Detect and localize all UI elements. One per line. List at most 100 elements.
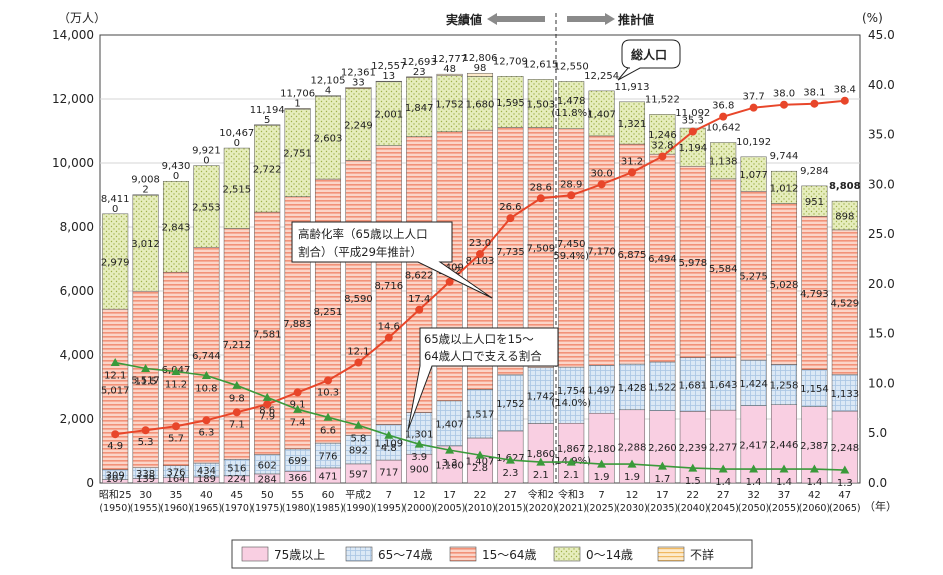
phase-actual-label: 実績値 [446,12,482,27]
aging-rate-value-label: 38.1 [803,88,825,99]
bar-segment-15-64 [375,145,402,425]
segment-value-label: 1,138 [709,157,738,168]
support-ratio-point [718,464,728,473]
segment-value-label: 98 [474,63,487,74]
bar-segment-65-74 [314,442,342,469]
total-value-label: 10,467 [219,128,254,139]
bar-segment-75plus [527,423,554,484]
total-value-label: 12,557 [371,61,406,72]
x-tick-year: (2020) [525,503,557,514]
aging-rate-value-label: 10.3 [317,387,339,398]
segment-value-label: 2,239 [678,443,707,454]
x-axis-unit: （年） [864,499,897,513]
x-tick-year: (1975) [251,503,283,514]
segment-value-label: 597 [349,469,368,480]
support-ratio-point [171,366,181,375]
segment-value-label: 776 [318,452,337,463]
legend: 75歳以上 65～74歳 15～64歳 0～14歳 不詳 [231,539,753,569]
total-value-label: 9,744 [770,151,799,162]
support-ratio-value-label: 1.9 [594,472,610,483]
aging-rate-value-label: 5.3 [138,437,154,448]
bar-segment-0-14 [558,81,585,129]
support-ratio-point [384,430,394,439]
aging-rate-point [324,376,332,385]
aging-rate-point [384,333,393,342]
segment-value-label: 4 [325,86,331,97]
total-value-label: 12,693 [402,57,437,68]
aging-rate-value-label: 23.0 [469,238,491,249]
x-tick-year: (2010) [464,503,496,514]
bar-segment-0-14 [345,88,372,161]
segment-value-label: 951 [805,197,824,208]
bar-segment-0-14 [162,180,190,273]
segment-value-label: 434 [197,466,216,477]
segment-value-label: 376 [166,468,185,479]
aging-rate-point [749,103,758,112]
aging-rate-point [506,214,515,223]
support-ratio-value-label: 11.2 [165,379,187,390]
bar-segment-unknown [254,124,281,126]
legend-swatch [553,546,581,562]
right-tick-label: 10.0 [868,376,895,390]
support-ratio-point [688,463,698,472]
aging-rate-value-label: 38.0 [773,89,795,100]
segment-value-label: 1,407 [587,109,616,120]
aging-rate-point [567,191,576,200]
aging-rate-point [476,250,484,259]
x-tick-year: (1960) [160,503,192,514]
aging-rate-value-label: 28.6 [530,182,552,193]
segment-value-label: 1,428 [618,383,647,394]
x-tick-era: 60 [322,490,335,501]
segment-value-label: 7,212 [222,340,251,351]
total-population-callout: 総人口 [617,39,681,81]
bar-segment-unknown [406,76,433,78]
x-tick-year: (1965) [191,503,223,514]
support-ratio-value-label: 7.4 [290,417,306,428]
segment-value-label: 1,133 [830,389,859,400]
aging-rate-point [840,96,849,105]
aging-rate-point [354,358,363,367]
x-tick-year: (2060) [799,503,831,514]
support-ratio-value-label: 8.6 [259,405,275,416]
bar-segment-65-74 [770,364,798,405]
right-tick-label: 35.0 [868,128,895,142]
bar-segment-0-14 [284,108,311,197]
segment-value-label: 1,681 [678,380,707,391]
aging-rate-value-label: 35.3 [682,116,704,127]
phase-projected-label: 推計値 [618,12,654,27]
bar-segment-0-14 [710,142,737,180]
x-tick-year: (2055) [768,503,800,514]
support-ratio-value-label: 1.5 [685,476,701,487]
segment-value-label: 2,979 [101,257,130,268]
segment-value-label: 7,509 [526,244,555,255]
support-ratio-value-label: 2.3 [502,468,518,479]
segment-value-label: 2,515 [222,184,251,195]
bar-segment-0-14 [466,76,494,131]
total-population-label: 総人口 [631,47,667,62]
total-value-label: 9,430 [162,161,191,172]
bar-segment-0-14 [132,194,159,292]
x-tick-year: (1980) [282,503,314,514]
support-ratio-point [475,450,485,459]
segment-value-label: 5,978 [678,258,707,269]
segment-value-label: 2,387 [800,441,829,452]
support-ratio-point [779,464,789,473]
aging-rate-point [172,422,180,431]
right-tick-label: 45.0 [868,28,895,42]
support-ratio-value-label: 2.1 [563,470,579,481]
plot-area: 0 2,000 4,000 6,000 8,000 10,000 12,000 14,000 0… [52,13,895,514]
aging-rate-point [688,127,697,136]
x-tick-era: 令和2 [528,488,554,501]
support-ratio-point [353,420,363,429]
x-tick-year: (2005) [434,503,466,514]
bar-segment-0-14 [588,90,615,137]
segment-value-label: 1,847 [405,103,434,114]
x-tick-year: (1970) [221,503,253,514]
legend-label: 65～74歳 [378,548,433,562]
segment-value-label: 2,603 [314,133,343,144]
total-value-label: 11,913 [615,82,650,93]
support-ratio-value-label: 1.4 [776,477,792,488]
segment-value-label: 1,194 [678,143,707,154]
bar-segment-0-14 [254,124,281,213]
segment-value-label: 13 [382,71,395,82]
